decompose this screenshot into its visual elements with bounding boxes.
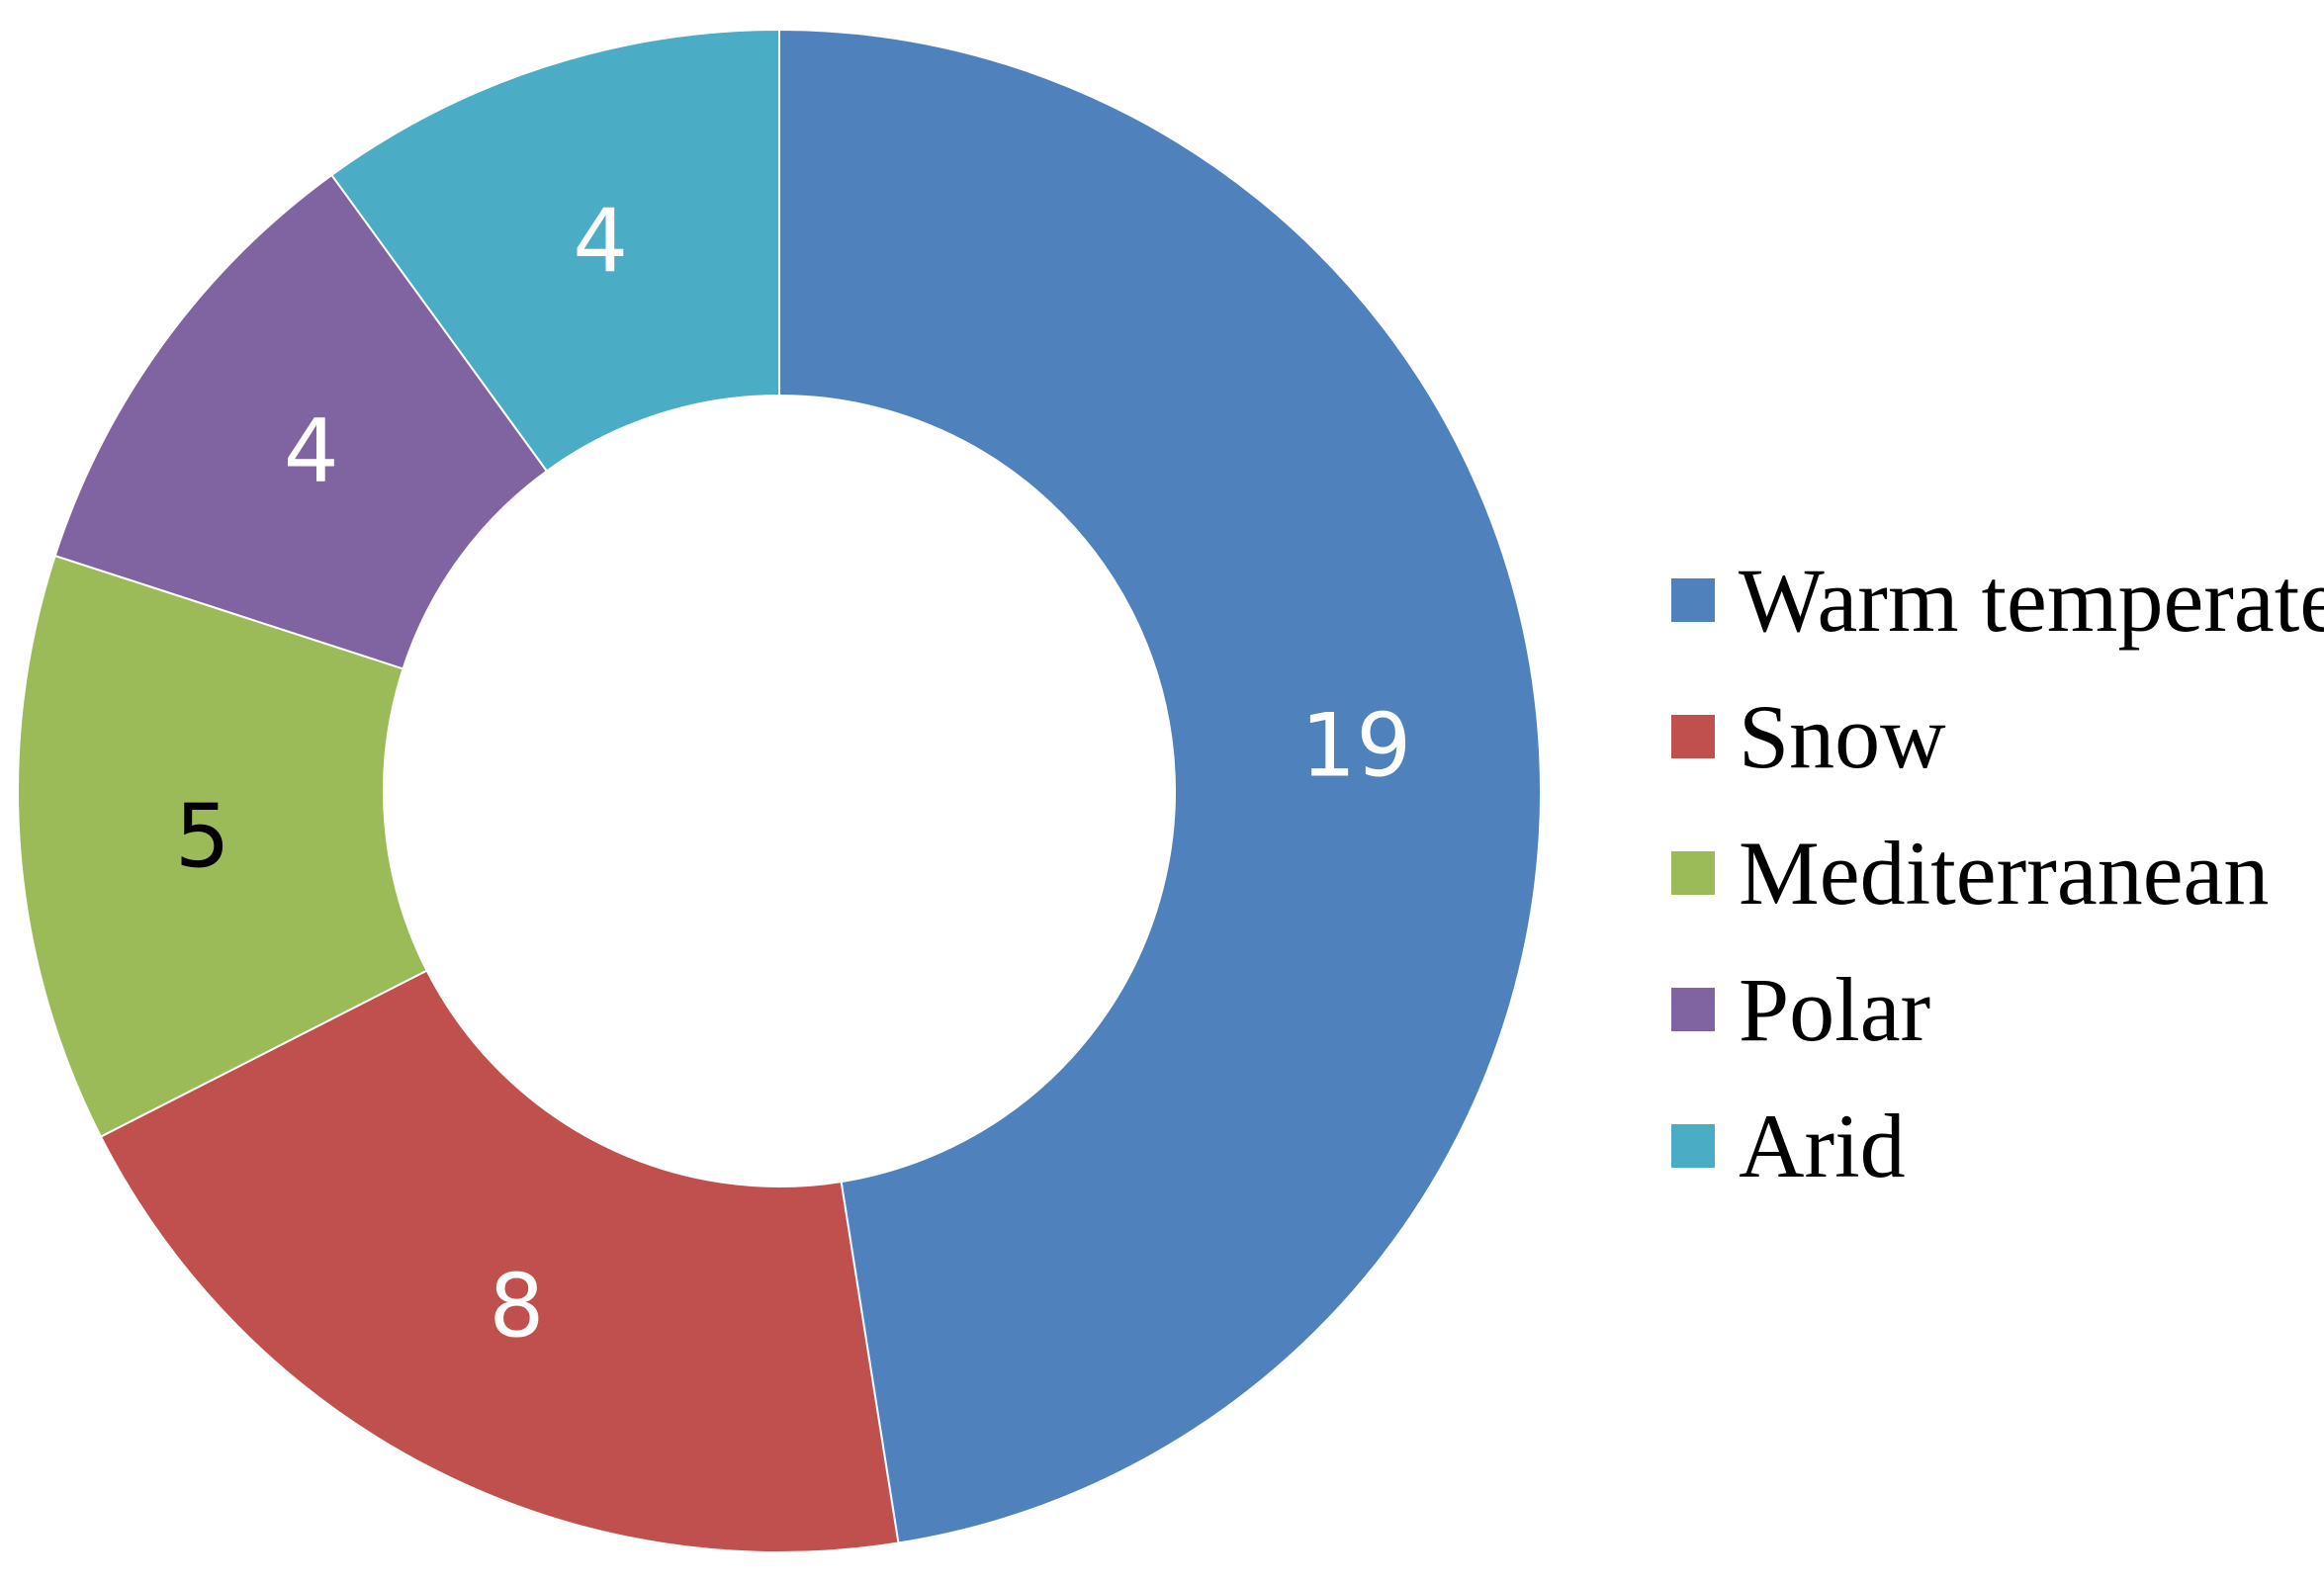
legend-swatch [1671, 988, 1715, 1031]
legend-swatch [1671, 578, 1715, 622]
slice-mediterranean [17, 554, 428, 1138]
slice-polar [53, 173, 549, 670]
data-label-mediterranean: 5 [175, 785, 230, 887]
slice-snow [99, 969, 900, 1553]
legend-item-warm-temperate: Warm temperate [1671, 532, 2324, 668]
data-label-polar: 4 [284, 400, 339, 502]
data-label-snow: 8 [489, 1256, 544, 1358]
slice-warm-temperate [778, 28, 1542, 1544]
legend-swatch [1671, 715, 1715, 758]
legend-item-mediterranean: Mediterranean [1671, 805, 2304, 941]
legend-label: Arid [1739, 1096, 1906, 1196]
legend-item-arid: Arid [1671, 1078, 2304, 1214]
legend-swatch [1671, 851, 1715, 895]
legend-label: Warm temperate [1739, 550, 2324, 651]
legend-swatch [1671, 1124, 1715, 1168]
legend-label: Polar [1739, 959, 1931, 1060]
legend-label: Snow [1739, 686, 1946, 787]
donut-plot-area: 19 8 5 4 4 [17, 28, 1542, 1553]
legend-item-snow: Snow [1671, 668, 2304, 805]
data-label-warm-temperate: 19 [1300, 695, 1411, 797]
slice-arid [330, 28, 780, 473]
data-label-arid: 4 [573, 190, 628, 292]
legend-label: Mediterranean [1739, 823, 2270, 923]
legend-item-polar: Polar [1671, 941, 2304, 1078]
legend: Warm temperate Snow Mediterranean Polar Arid [1671, 532, 2324, 1214]
